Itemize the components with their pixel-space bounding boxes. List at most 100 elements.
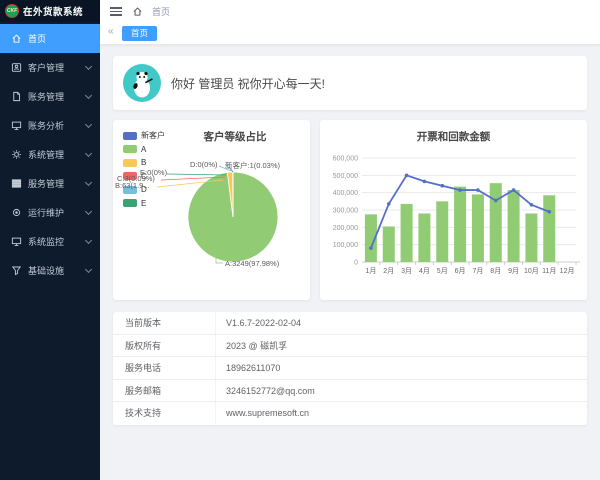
- x-tick-label: 12月: [560, 267, 575, 275]
- breadcrumb[interactable]: 首页: [132, 0, 170, 22]
- bar-chart-title: 开票和回款金额: [416, 131, 491, 143]
- line-point: [458, 188, 462, 192]
- info-table: 当前版本 V1.6.7-2022-02-04 版权所有 2023 @ 磁凯孚 服务电话 1…: [113, 312, 587, 425]
- file-icon: [11, 91, 22, 102]
- top-navbar: 首页: [100, 0, 600, 22]
- sidebar-item-8[interactable]: 基础设施: [0, 256, 100, 285]
- info-label: 版权所有: [125, 340, 162, 351]
- sidebar-item-label: 客户管理: [28, 63, 65, 73]
- legend-item-E[interactable]: E: [123, 197, 165, 211]
- legend-item-新客户[interactable]: 新客户: [123, 129, 165, 143]
- bar-11月: [543, 195, 556, 262]
- sidebar-item-5[interactable]: 服务管理: [0, 169, 100, 198]
- line-point: [404, 173, 409, 178]
- sidebar-item-label: 系统监控: [28, 237, 65, 247]
- y-tick-label: 600,000: [333, 156, 358, 163]
- chevron-down-icon: [84, 91, 93, 100]
- chevron-down-icon: [84, 120, 93, 129]
- line-point: [547, 209, 552, 214]
- x-tick-label: 9月: [508, 267, 519, 275]
- pie-chart-title: 客户等级占比: [203, 131, 267, 143]
- legend-swatch: [123, 158, 137, 167]
- line-point: [493, 198, 498, 203]
- x-tick-label: 7月: [472, 267, 483, 275]
- sidebar-item-1[interactable]: 客户管理: [0, 53, 100, 82]
- legend-swatch: [123, 145, 137, 154]
- chevron-down-icon: [84, 62, 93, 71]
- info-label: 技术支持: [125, 408, 162, 418]
- bar-7月: [471, 194, 484, 262]
- legend-label: C: [141, 171, 147, 181]
- bar-6月: [454, 186, 467, 262]
- hamburger-icon[interactable]: [110, 7, 122, 18]
- line-point: [529, 203, 534, 207]
- line-point: [511, 188, 516, 192]
- logo-icon: CKF: [5, 4, 19, 18]
- legend-item-D[interactable]: D: [123, 183, 165, 197]
- pie-leader-lines: [156, 165, 234, 264]
- info-value: www.supremesoft.cn: [215, 402, 309, 425]
- legend-label: E: [141, 198, 147, 208]
- x-tick-label: 8月: [490, 267, 501, 275]
- legend-label: 新客户: [141, 131, 165, 141]
- pie-label-d: D:0(0%): [190, 160, 218, 169]
- x-tick-label: 1月: [365, 267, 376, 275]
- info-label: 服务电话: [125, 363, 162, 373]
- breadcrumb-label: 首页: [152, 6, 171, 17]
- collapse-tabs-icon[interactable]: «: [108, 26, 114, 37]
- sidebar-item-label: 首页: [28, 34, 47, 44]
- info-row-3: 服务邮箱 3246152772@qq.com: [113, 379, 587, 402]
- sidebar-item-label: 服务管理: [28, 179, 65, 189]
- line-point: [440, 183, 445, 188]
- app-title: 在外货款系统: [23, 7, 84, 18]
- info-value: V1.6.7-2022-02-04: [215, 312, 301, 334]
- bar-3月: [400, 203, 413, 262]
- sidebar-item-3[interactable]: 账务分析: [0, 111, 100, 140]
- bar-1月: [364, 214, 377, 262]
- chevron-down-icon: [84, 178, 93, 187]
- pie-chart-card: 客户等级占比 新客户 A B C D E D:0(0%) 新客户:1(0.03%) E:0…: [113, 120, 310, 300]
- x-tick-label: 11月: [542, 267, 556, 275]
- bar-chart-card: 开票和回款金额 0 100,000 200,000 300,000 400,000 500…: [320, 120, 587, 300]
- bar-line-chart: 0 100,000 200,000 300,000 400,000 500,000 600,…: [333, 156, 580, 275]
- gear-icon: [11, 149, 22, 160]
- server-icon: [11, 178, 22, 189]
- sidebar-item-7[interactable]: 系统监控: [0, 227, 100, 256]
- legend-item-C[interactable]: C: [123, 170, 165, 184]
- sidebar-item-6[interactable]: 运行维护: [0, 198, 100, 227]
- info-value: 3246152772@qq.com: [215, 379, 315, 401]
- info-row-0: 当前版本 V1.6.7-2022-02-04: [113, 312, 587, 335]
- sidebar-item-2[interactable]: 账务管理: [0, 82, 100, 111]
- x-tick-label: 4月: [419, 267, 430, 275]
- sidebar-item-label: 账务分析: [28, 121, 65, 131]
- chevron-down-icon: [84, 236, 93, 245]
- info-value: 2023 @ 磁凯孚: [215, 334, 287, 356]
- legend-swatch: [123, 172, 137, 181]
- monitor-icon: [11, 120, 22, 131]
- greeting-text: 你好 管理员 祝你开心每一天!: [171, 76, 326, 91]
- legend-item-B[interactable]: B: [123, 156, 165, 170]
- pie-label-new: 新客户:1(0.03%): [225, 161, 281, 170]
- y-tick-label: 400,000: [333, 190, 358, 197]
- legend-item-A[interactable]: A: [123, 143, 165, 157]
- pie-legend: 新客户 A B C D E: [123, 129, 165, 210]
- bar-5月: [436, 201, 449, 262]
- sidebar-item-label: 运行维护: [28, 208, 65, 218]
- sidebar-item-4[interactable]: 系统管理: [0, 140, 100, 169]
- funnel-icon: [11, 265, 22, 276]
- legend-label: B: [141, 158, 147, 168]
- sidebar-item-0[interactable]: 首页: [0, 24, 100, 53]
- greeting-card: 你好 管理员 祝你开心每一天!: [113, 56, 587, 110]
- pie-label-a: A:3249(97.98%): [225, 259, 280, 268]
- chevron-down-icon: [84, 207, 93, 216]
- info-row-2: 服务电话 18962611070: [113, 357, 587, 380]
- y-tick-label: 0: [354, 260, 358, 267]
- chevron-down-icon: [84, 265, 93, 274]
- y-tick-label: 100,000: [333, 242, 358, 249]
- x-tick-label: 2月: [383, 267, 394, 275]
- tab-home[interactable]: 首页: [122, 26, 158, 41]
- legend-swatch: [123, 199, 137, 208]
- line-point: [386, 202, 391, 206]
- pie-label-e: E:0(0%): [140, 168, 168, 177]
- info-label: 当前版本: [125, 318, 162, 328]
